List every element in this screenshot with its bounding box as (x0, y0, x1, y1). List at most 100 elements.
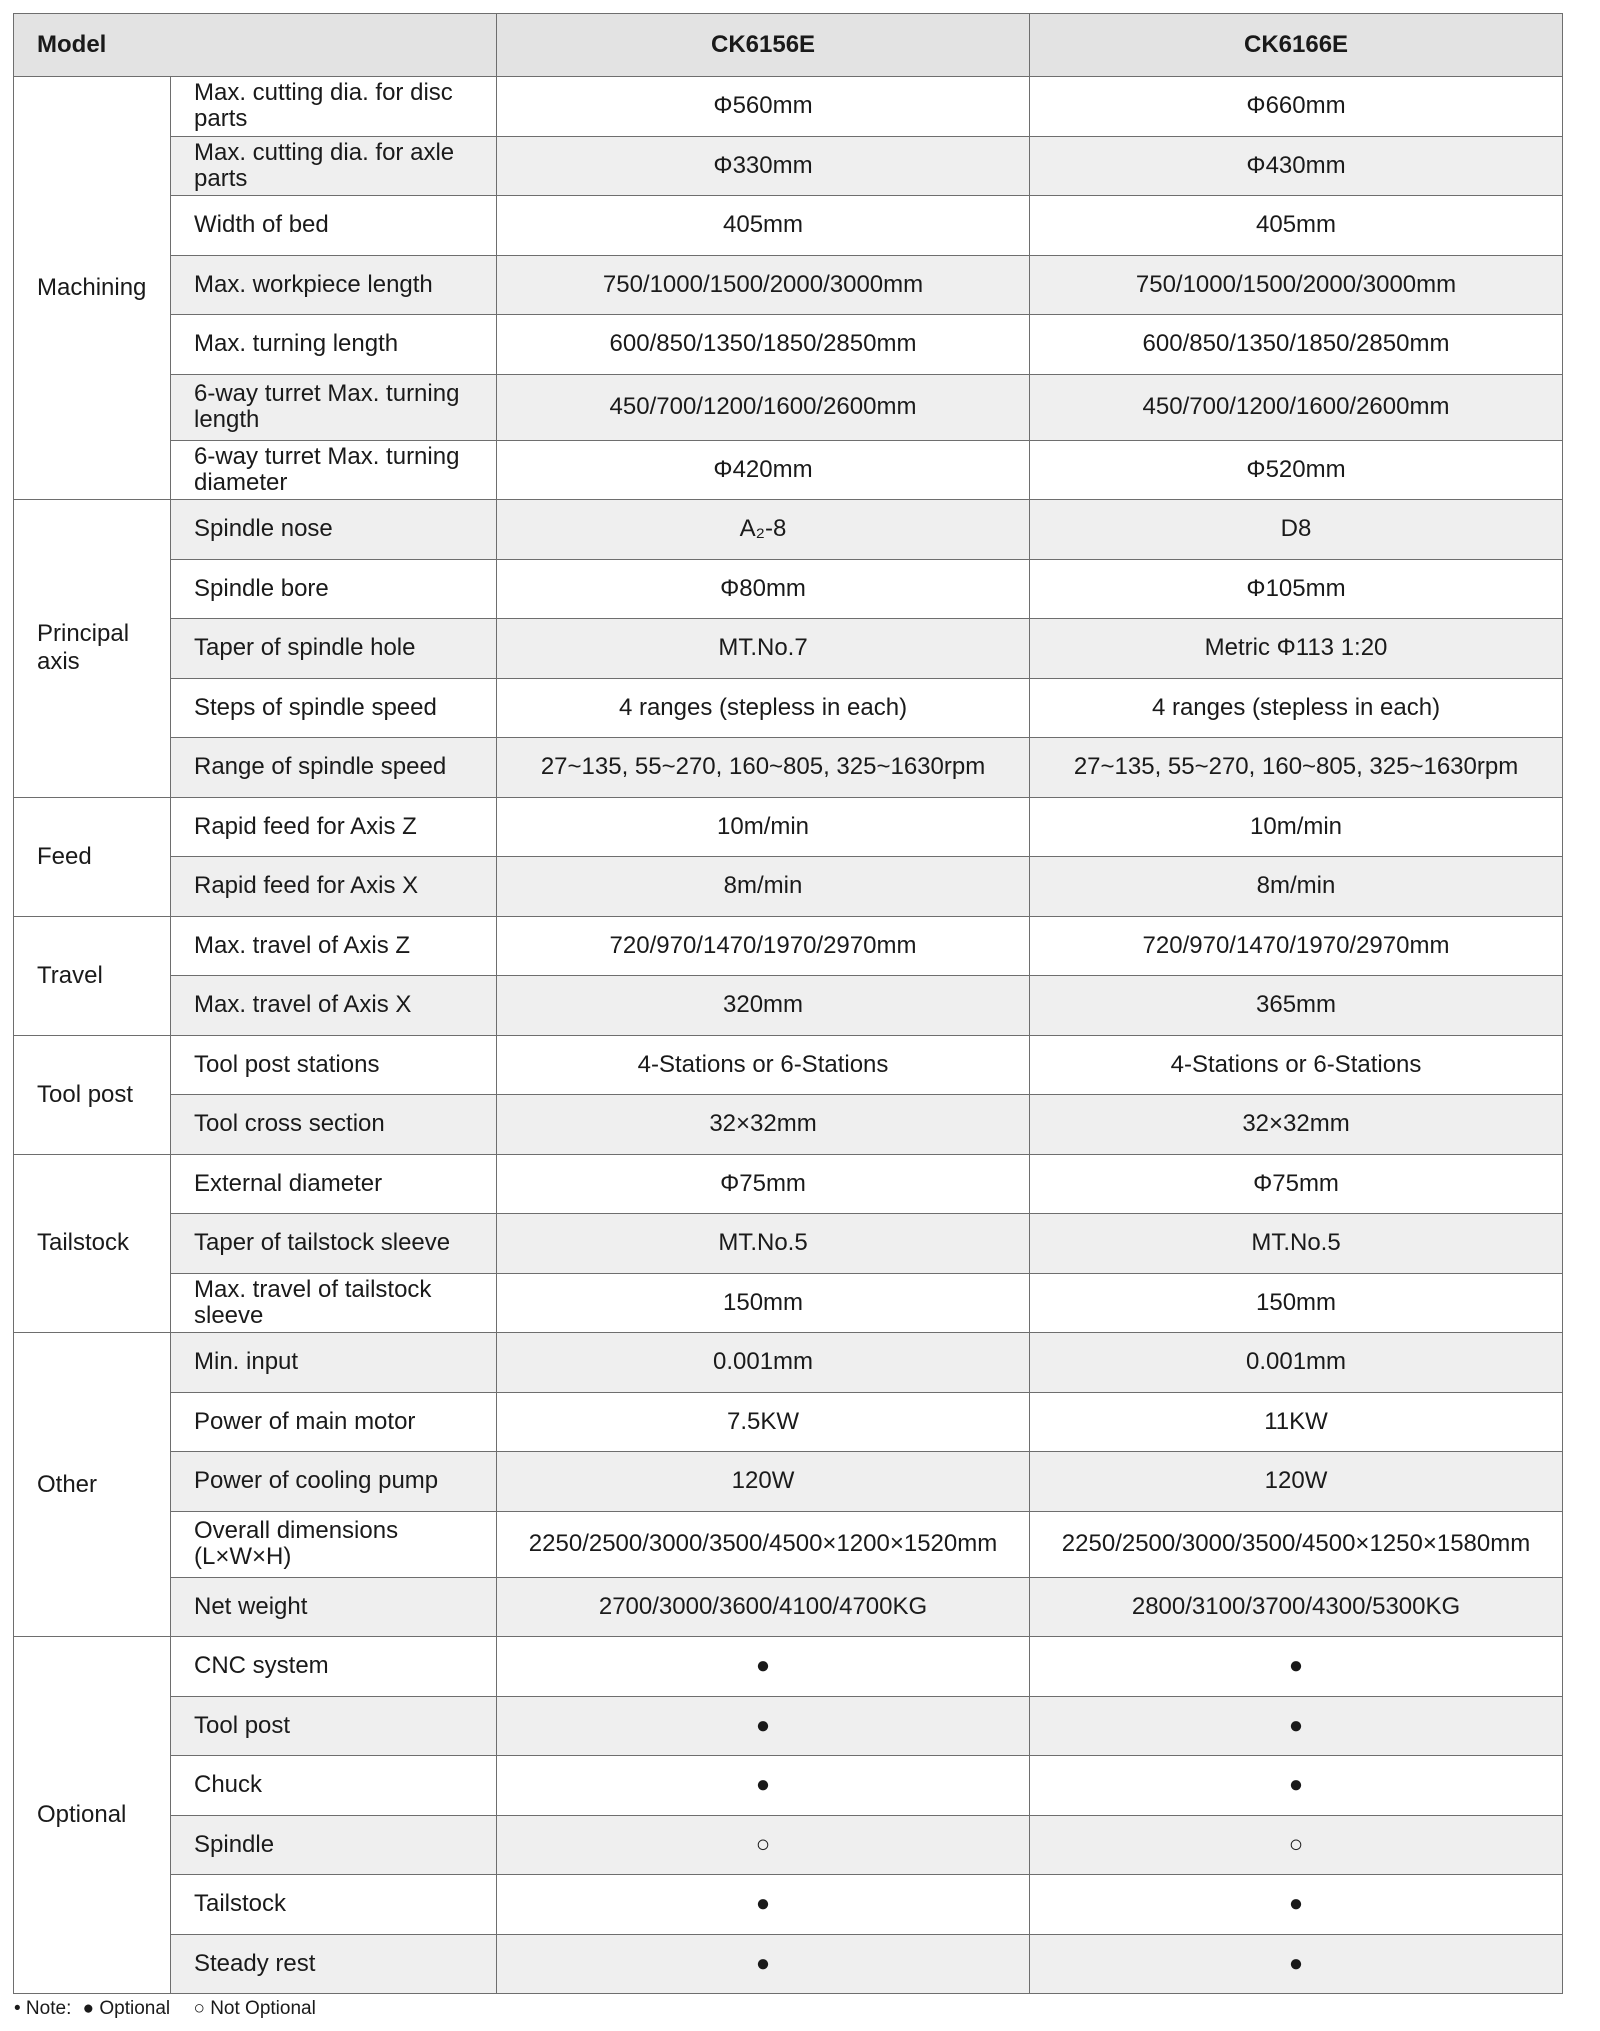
value-ck6156e: 150mm (496, 1272, 1031, 1333)
value-ck6156e: 32×32mm (496, 1094, 1031, 1155)
table-row: Machining Max. cutting dia. for disc part… (13, 76, 1564, 500)
table-row: Rapid feed for Axis X 8m/min 8m/min (14, 856, 1564, 917)
value-ck6166e: Metric Φ113 1:20 (1029, 618, 1564, 679)
value-ck6156e: Φ330mm (496, 135, 1031, 196)
parameter-name: Max. workpiece length (169, 254, 498, 315)
group-label: Tailstock (13, 1153, 171, 1333)
table-row: Power of main motor 7.5KW 11KW (14, 1391, 1564, 1452)
value-ck6166e: 750/1000/1500/2000/3000mm (1029, 254, 1564, 315)
value-ck6166e: 11KW (1029, 1391, 1564, 1452)
value-ck6156e: 720/970/1470/1970/2970mm (496, 915, 1031, 976)
table-row: Taper of spindle hole MT.No.7 Metric Φ113 … (14, 618, 1564, 679)
note-not-optional: ○ Not Optional (193, 1998, 316, 2019)
parameter-name: Max. travel of Axis Z (169, 915, 498, 976)
parameter-name: Tool post (169, 1695, 498, 1756)
parameter-name: Max. travel of Axis X (169, 975, 498, 1036)
parameter-name: Min. input (169, 1332, 498, 1393)
parameter-name: Net weight (169, 1576, 498, 1637)
table-row: Steady rest ● ● (14, 1933, 1564, 1994)
parameter-name: Steps of spindle speed (169, 677, 498, 738)
value-ck6156e: Φ75mm (496, 1153, 1031, 1214)
table-row: Feed Rapid feed for Axis Z 10m/min 10m/min (13, 796, 1564, 917)
legend-note: • Note: ● Optional ○ Not Optional (14, 1998, 322, 2020)
table-row: 6-way turret Max. turning diameter Φ420mm… (14, 439, 1564, 500)
table-row: Power of cooling pump 120W 120W (14, 1451, 1564, 1512)
table-row: Steps of spindle speed 4 ranges (stepless… (14, 677, 1564, 738)
value-ck6166e: 600/850/1350/1850/2850mm (1029, 314, 1564, 375)
value-ck6156e: A₂-8 (496, 499, 1031, 560)
parameter-name: External diameter (169, 1153, 498, 1214)
parameter-name: Max. cutting dia. for disc parts (169, 76, 498, 137)
group-label: Optional (13, 1636, 171, 1994)
header-row: Model CK6156E CK6166E (12, 13, 1564, 77)
parameter-name: Tailstock (169, 1874, 498, 1935)
value-ck6156e: 27~135, 55~270, 160~805, 325~1630rpm (496, 737, 1031, 798)
value-ck6156e: MT.No.7 (496, 618, 1031, 679)
value-ck6166e: 450/700/1200/1600/2600mm (1029, 373, 1564, 441)
value-ck6166e: Φ520mm (1029, 439, 1564, 500)
table-row: Tool post ● ● (14, 1695, 1564, 1756)
value-ck6156e: 7.5KW (496, 1391, 1031, 1452)
parameter-name: Power of cooling pump (169, 1451, 498, 1512)
table-row: Optional CNC system ● ● (13, 1636, 1564, 1994)
parameter-name: Power of main motor (169, 1391, 498, 1452)
model-header: Model (12, 13, 498, 77)
group-label: Other (13, 1332, 171, 1637)
table-row: Max. cutting dia. for axle parts Φ330mm Φ4… (14, 135, 1564, 196)
parameter-name: 6-way turret Max. turning length (169, 373, 498, 441)
value-ck6156e: 4-Stations or 6-Stations (496, 1034, 1031, 1095)
note-prefix: • Note: (14, 1998, 72, 2019)
value-ck6156e: Φ420mm (496, 439, 1031, 500)
value-ck6166e: 4-Stations or 6-Stations (1029, 1034, 1564, 1095)
value-ck6156e: 600/850/1350/1850/2850mm (496, 314, 1031, 375)
value-ck6166e: 720/970/1470/1970/2970mm (1029, 915, 1564, 976)
value-ck6166e: Φ430mm (1029, 135, 1564, 196)
table-row: Taper of tailstock sleeve MT.No.5 MT.No.5 (14, 1213, 1564, 1274)
table-row: Principal axis Spindle nose A₂-8 D8 (13, 499, 1564, 798)
table-row: Max. workpiece length 750/1000/1500/2000/… (14, 254, 1564, 315)
value-ck6166e: 32×32mm (1029, 1094, 1564, 1155)
value-ck6156e: ● (496, 1636, 1031, 1697)
parameter-name: 6-way turret Max. turning diameter (169, 439, 498, 500)
value-ck6166e: 4 ranges (stepless in each) (1029, 677, 1564, 738)
value-ck6166e: ● (1029, 1636, 1564, 1697)
parameter-name: Max. turning length (169, 314, 498, 375)
table-row: Width of bed 405mm 405mm (14, 195, 1564, 256)
parameter-name: Taper of spindle hole (169, 618, 498, 679)
value-ck6166e: 2250/2500/3000/3500/4500×1250×1580mm (1029, 1510, 1564, 1578)
parameter-name: Width of bed (169, 195, 498, 256)
value-ck6156e: ● (496, 1695, 1031, 1756)
parameter-name: Steady rest (169, 1933, 498, 1994)
parameter-name: Spindle (169, 1814, 498, 1875)
spec-table: Model CK6156E CK6166E Machining Max. cutt… (12, 13, 1564, 1994)
table-row: Spindle bore Φ80mm Φ105mm (14, 558, 1564, 619)
value-ck6166e: 0.001mm (1029, 1332, 1564, 1393)
value-ck6166e: 27~135, 55~270, 160~805, 325~1630rpm (1029, 737, 1564, 798)
parameter-name: Chuck (169, 1755, 498, 1816)
table-row: Max. travel of Axis X 320mm 365mm (14, 975, 1564, 1036)
table-row: Tool post Tool post stations 4-Stations or… (13, 1034, 1564, 1155)
value-ck6166e: 2800/3100/3700/4300/5300KG (1029, 1576, 1564, 1637)
group-label: Feed (13, 796, 171, 917)
table-row: Other Min. input 0.001mm 0.001mm (13, 1332, 1564, 1637)
parameter-name: Rapid feed for Axis Z (169, 796, 498, 857)
value-ck6166e: 120W (1029, 1451, 1564, 1512)
note-optional: ● Optional (82, 1998, 171, 2019)
parameter-name: Spindle bore (169, 558, 498, 619)
table-row: Tailstock ● ● (14, 1874, 1564, 1935)
value-ck6156e: 8m/min (496, 856, 1031, 917)
parameter-name: Overall dimensions (L×W×H) (169, 1510, 498, 1578)
table-row: Tool cross section 32×32mm 32×32mm (14, 1094, 1564, 1155)
model-ck6166e-header: CK6166E (1029, 13, 1564, 77)
table-row: Max. travel of tailstock sleeve 150mm 150m… (14, 1272, 1564, 1333)
value-ck6156e: 320mm (496, 975, 1031, 1036)
parameter-name: Max. cutting dia. for axle parts (169, 135, 498, 196)
value-ck6166e: ● (1029, 1755, 1564, 1816)
value-ck6156e: 450/700/1200/1600/2600mm (496, 373, 1031, 441)
value-ck6166e: Φ75mm (1029, 1153, 1564, 1214)
value-ck6166e: 8m/min (1029, 856, 1564, 917)
value-ck6166e: ● (1029, 1695, 1564, 1756)
value-ck6156e: 2250/2500/3000/3500/4500×1200×1520mm (496, 1510, 1031, 1578)
table-row: 6-way turret Max. turning length 450/700/… (14, 373, 1564, 441)
parameter-name: CNC system (169, 1636, 498, 1697)
